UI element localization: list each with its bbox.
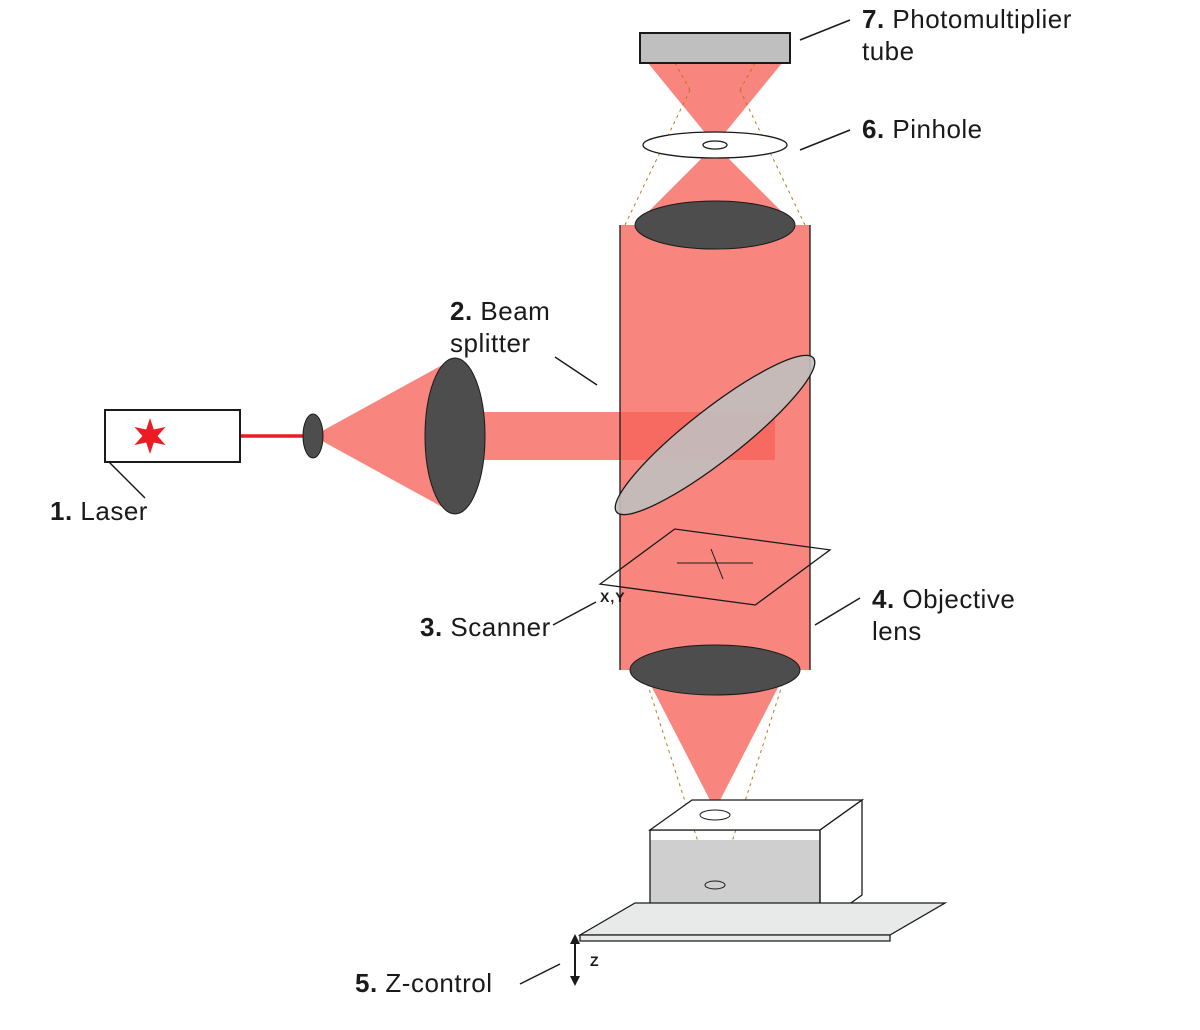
- label-beamsplitter-text: Beam: [473, 296, 551, 326]
- label-pmt-num: 7.: [862, 4, 885, 34]
- label-objective: 4. Objective: [872, 584, 1015, 614]
- confocal-diagram: 1. Laser 2. Beamsplitter 3. Scanner 4. Obje…: [0, 0, 1200, 1030]
- input-small-lens: [303, 414, 323, 458]
- label-pinhole: 6. Pinhole: [862, 114, 983, 144]
- label-scanner: 3. Scanner: [420, 612, 551, 642]
- label-beamsplitter-line2: splitter: [450, 328, 531, 358]
- pinhole: [643, 132, 787, 158]
- label-objective-num: 4.: [872, 584, 895, 614]
- label-pmt: 7. Photomultiplier: [862, 4, 1072, 34]
- label-scanner-text: Scanner: [443, 612, 551, 642]
- label-zcontrol-text: Z-control: [378, 968, 493, 998]
- bg: [0, 0, 1200, 1030]
- label-laser: 1. Laser: [50, 496, 148, 526]
- label-laser-num: 1.: [50, 496, 73, 526]
- label-pinhole-text: Pinhole: [885, 114, 983, 144]
- pmt: [640, 33, 790, 63]
- label-beamsplitter: 2. Beam: [450, 296, 550, 326]
- label-zcontrol-num: 5.: [355, 968, 378, 998]
- z-label: Z: [590, 953, 600, 969]
- label-scanner-num: 3.: [420, 612, 443, 642]
- label-pinhole-num: 6.: [862, 114, 885, 144]
- xy-label: X,Y: [600, 589, 626, 605]
- label-pmt-line2: tube: [862, 36, 915, 66]
- label-pmt-text: Photomultiplier: [885, 4, 1072, 34]
- label-beamsplitter-num: 2.: [450, 296, 473, 326]
- input-large-lens: [425, 358, 485, 514]
- label-objective-text: Objective: [895, 584, 1016, 614]
- label-laser-text: Laser: [73, 496, 148, 526]
- tube-lens: [635, 201, 795, 249]
- label-zcontrol: 5. Z-control: [355, 968, 493, 998]
- objective-lens: [630, 645, 800, 695]
- stage: [580, 903, 945, 941]
- label-objective-line2: lens: [872, 616, 922, 646]
- laser: [105, 410, 240, 462]
